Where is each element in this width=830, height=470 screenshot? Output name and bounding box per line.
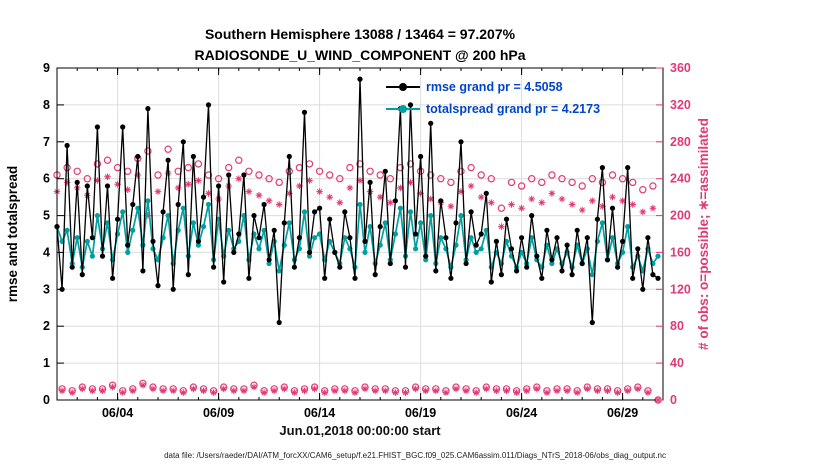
svg-text:120: 120 [670, 282, 691, 296]
svg-text:40: 40 [670, 356, 684, 370]
legend-item-rmse: rmse grand pr = 4.5058 [386, 79, 600, 94]
chart-subtitle: RADIOSONDE_U_WIND_COMPONENT @ 200 hPa [194, 47, 526, 63]
svg-text:200: 200 [670, 209, 691, 223]
y-axis-label-right: # of obs: o=possible; ∗=assimilated [696, 118, 711, 350]
legend-label-rmse: rmse grand pr = 4.5058 [426, 79, 563, 94]
svg-text:0: 0 [670, 393, 677, 407]
svg-text:9: 9 [43, 61, 50, 75]
x-axis: 06/04 06/09 06/14 06/19 06/24 06/29 [56, 68, 664, 420]
svg-text:0: 0 [43, 393, 50, 407]
y-axis-label-left: rmse and totalspread [5, 166, 20, 303]
svg-text:06/09: 06/09 [203, 406, 234, 420]
svg-text:360: 360 [670, 61, 691, 75]
svg-text:06/04: 06/04 [102, 406, 133, 420]
svg-text:4: 4 [43, 245, 50, 259]
svg-text:320: 320 [670, 98, 691, 112]
svg-text:80: 80 [670, 319, 684, 333]
series-rmse [54, 76, 661, 326]
svg-text:1: 1 [43, 356, 50, 370]
legend-item-totalspread: totalspread grand pr = 4.2173 [386, 101, 600, 116]
svg-text:240: 240 [670, 172, 691, 186]
svg-text:8: 8 [43, 98, 50, 112]
data-file-caption: data file: /Users/raeder/DAI/ATM_forcXX/… [164, 451, 666, 460]
svg-text:7: 7 [43, 135, 50, 149]
y-axis-right: 0 40 80 120 160 200 240 280 320 360 [656, 61, 691, 407]
svg-text:6: 6 [43, 172, 50, 186]
legend: rmse grand pr = 4.5058 totalspread grand… [386, 79, 600, 123]
legend-label-totalspread: totalspread grand pr = 4.2173 [426, 101, 601, 116]
svg-text:2: 2 [43, 319, 50, 333]
chart-title: Southern Hemisphere 13088 / 13464 = 97.2… [204, 26, 516, 42]
rmse-line-sample-icon [386, 80, 420, 94]
svg-text:06/19: 06/19 [405, 406, 436, 420]
svg-text:06/24: 06/24 [506, 406, 537, 420]
svg-text:06/29: 06/29 [607, 406, 638, 420]
svg-text:3: 3 [43, 282, 50, 296]
y-axis-left: 0 1 2 3 4 5 6 7 8 9 [43, 61, 64, 407]
x-axis-label: Jun.01,2018 00:00:00 start [279, 423, 441, 438]
svg-text:160: 160 [670, 245, 691, 259]
svg-text:280: 280 [670, 135, 691, 149]
svg-text:5: 5 [43, 209, 50, 223]
svg-text:06/14: 06/14 [304, 406, 335, 420]
totalspread-line-sample-icon [386, 102, 420, 116]
